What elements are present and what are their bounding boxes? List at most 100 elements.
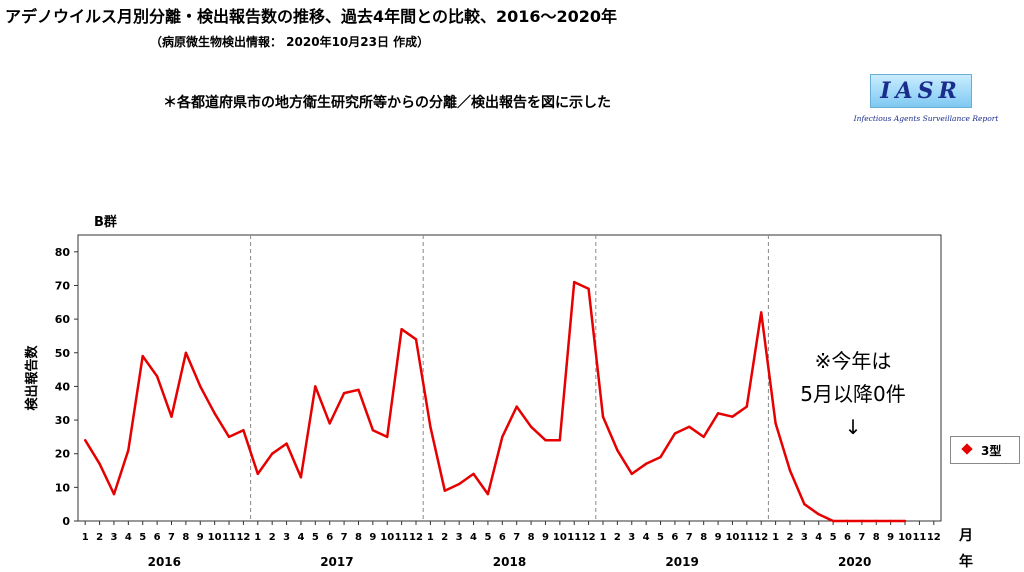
x-axis-unit-year: 年 [959, 553, 973, 570]
x-month-label: 11 [567, 532, 581, 543]
data-point [386, 435, 389, 439]
x-month-label: 4 [297, 532, 304, 543]
x-month-label: 11 [222, 532, 236, 543]
x-month-label: 6 [671, 532, 678, 543]
x-month-label: 12 [927, 532, 941, 543]
x-year-label: 2019 [665, 555, 698, 569]
data-point [314, 385, 317, 388]
x-month-label: 9 [715, 532, 722, 543]
data-point [242, 428, 245, 432]
x-month-label: 3 [456, 532, 463, 543]
data-point [774, 422, 777, 425]
y-axis-label: 検出報告数 [24, 345, 40, 411]
series-line-0 [84, 280, 905, 523]
data-point [515, 405, 518, 408]
data-point [831, 519, 835, 523]
data-point [760, 311, 763, 314]
y-tick-label: 10 [55, 481, 71, 494]
data-point [342, 391, 346, 395]
x-month-label: 10 [553, 532, 567, 543]
data-point [817, 513, 820, 516]
data-point [141, 354, 144, 358]
x-month-label: 8 [182, 532, 189, 543]
x-month-label: 2 [441, 532, 448, 543]
x-month-label: 2 [614, 532, 621, 543]
x-month-label: 4 [125, 532, 132, 543]
data-point [429, 425, 432, 428]
annotation-line-1: ※今年は [815, 349, 892, 373]
iasr-logo: IASR Infectious Agents Surveillance Repo… [836, 70, 1016, 130]
x-month-label: 4 [815, 532, 822, 543]
x-month-label: 5 [830, 532, 837, 543]
x-month-label: 7 [513, 532, 520, 543]
x-month-label: 8 [700, 532, 707, 543]
legend: 3型 [950, 436, 1020, 464]
y-tick-label: 40 [55, 380, 71, 393]
data-point [673, 432, 677, 435]
data-point [457, 482, 461, 486]
page-subtitle: （病原微生物検出情報： 2020年10月23日 作成） [150, 35, 430, 49]
x-month-label: 9 [197, 532, 204, 543]
data-point [688, 425, 691, 428]
data-point [328, 422, 331, 425]
x-year-label: 2016 [148, 555, 181, 569]
data-point [731, 415, 734, 418]
x-month-label: 3 [283, 532, 290, 543]
y-tick-label: 70 [55, 279, 71, 292]
data-point [875, 519, 878, 523]
data-point [357, 388, 360, 391]
x-month-label: 6 [326, 532, 333, 543]
x-month-label: 12 [236, 532, 250, 543]
x-year-label: 2020 [838, 555, 871, 569]
y-tick-label: 60 [55, 313, 71, 326]
data-point [501, 435, 504, 439]
x-month-label: 10 [725, 532, 739, 543]
data-point [227, 435, 231, 439]
data-point [213, 412, 216, 415]
legend-label: 3型 [981, 444, 1002, 458]
x-month-label: 7 [858, 532, 865, 543]
x-month-label: 1 [254, 532, 261, 543]
x-month-label: 8 [528, 532, 535, 543]
data-point [170, 415, 173, 418]
x-month-label: 5 [139, 532, 146, 543]
x-month-label: 5 [657, 532, 664, 543]
x-month-label: 6 [154, 532, 161, 543]
x-month-label: 2 [786, 532, 793, 543]
x-month-label: 12 [582, 532, 596, 543]
data-point [443, 489, 446, 492]
data-point [716, 412, 720, 415]
data-point [860, 519, 864, 523]
x-month-label: 12 [754, 532, 768, 543]
data-point [486, 492, 490, 496]
chart-title: B群 [94, 214, 117, 230]
data-point [270, 452, 274, 455]
data-point [127, 449, 130, 452]
iasr-logo-box: IASR [870, 74, 972, 108]
data-point [414, 338, 418, 341]
plot-area [77, 234, 942, 522]
x-year-label: 2017 [320, 555, 353, 569]
x-year-label: 2018 [493, 555, 526, 569]
data-point [472, 472, 475, 476]
x-month-label: 11 [740, 532, 754, 543]
data-point [83, 439, 87, 442]
y-tick-label: 80 [55, 246, 71, 259]
x-axis-unit-month: 月 [958, 528, 973, 544]
x-month-label: 1 [427, 532, 434, 543]
x-month-label: 7 [168, 532, 175, 543]
data-point [702, 435, 705, 439]
year-separator-layer [250, 235, 769, 521]
y-tick-label: 30 [55, 414, 71, 427]
y-tick-label: 50 [55, 347, 71, 360]
data-point [630, 472, 633, 476]
x-month-label: 7 [686, 532, 693, 543]
data-point [803, 502, 806, 506]
data-point [558, 439, 562, 442]
x-month-label: 8 [355, 532, 362, 543]
legend-marker [961, 443, 973, 455]
data-point [644, 462, 648, 465]
